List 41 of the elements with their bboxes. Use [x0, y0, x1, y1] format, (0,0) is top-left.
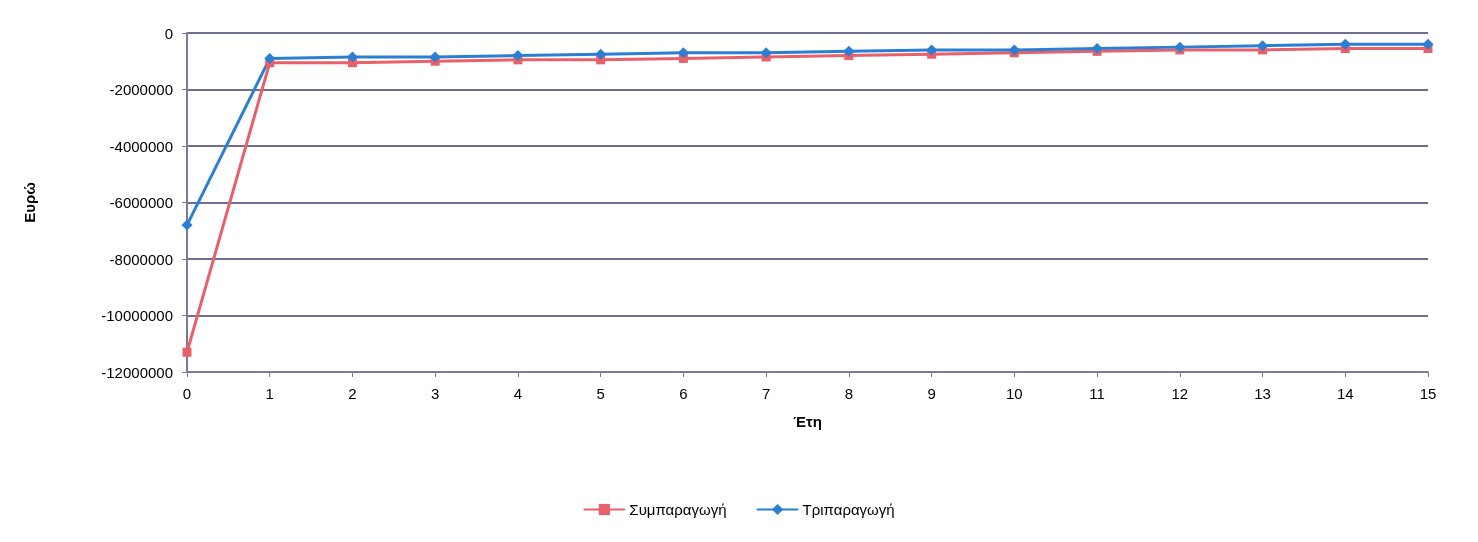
x-tick-label: 7 — [761, 385, 771, 402]
y-tick-label: -8000000 — [109, 250, 173, 268]
y-axis-title: Ευρώ — [21, 181, 38, 223]
x-axis-title: Έτη — [793, 413, 822, 430]
legend-label: Συμπαραγωγή — [629, 501, 727, 518]
point — [1174, 41, 1186, 53]
point — [760, 47, 772, 59]
x-tick-label: 10 — [1005, 385, 1023, 402]
point — [182, 347, 192, 357]
x-tick-label: 11 — [1089, 385, 1105, 402]
x-tick-label: 0 — [182, 385, 192, 402]
x-tick-label: 14 — [1336, 385, 1354, 402]
point — [1339, 38, 1351, 50]
x-tick-label: 6 — [679, 385, 688, 402]
x-tick-label: 5 — [596, 385, 605, 402]
x-tick-label: 2 — [348, 385, 357, 402]
legend-label: Τριπαραγωγή — [802, 501, 895, 518]
x-tick-label: 9 — [927, 385, 936, 402]
point — [181, 219, 193, 231]
y-tick-label: -10000000 — [101, 307, 173, 324]
x-tick-label: 12 — [1171, 385, 1189, 402]
x-tick-label: 3 — [431, 385, 440, 402]
x-tick-label: 4 — [513, 385, 523, 402]
x-tick-label: 15 — [1419, 385, 1437, 402]
y-tick-label: 0 — [164, 24, 173, 42]
x-tick-label: 1 — [265, 385, 274, 402]
point — [843, 45, 855, 57]
x-tick-label: 13 — [1254, 385, 1271, 402]
point — [1422, 38, 1434, 50]
y-tick-label: -12000000 — [101, 363, 173, 381]
point — [926, 44, 938, 56]
x-tick-label: 8 — [844, 385, 854, 402]
point — [677, 47, 689, 59]
y-tick-label: -4000000 — [109, 137, 173, 155]
point — [264, 52, 276, 64]
point — [512, 50, 524, 62]
point — [1008, 44, 1020, 56]
y-tick-label: -2000000 — [109, 81, 173, 98]
point — [429, 51, 441, 63]
y-tick-label: -6000000 — [109, 194, 173, 211]
point — [595, 48, 607, 60]
